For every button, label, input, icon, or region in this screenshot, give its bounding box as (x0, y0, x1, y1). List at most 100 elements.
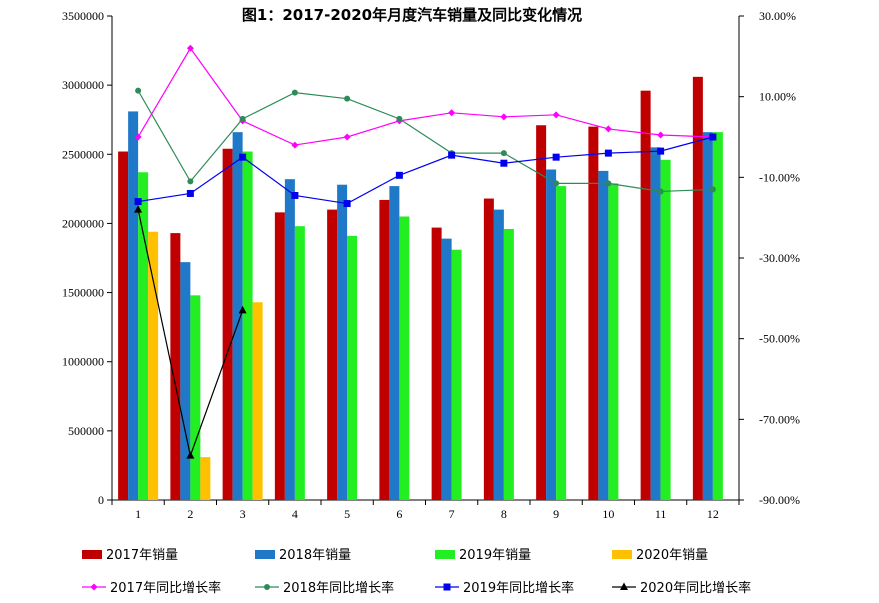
x-tick-label: 6 (396, 507, 402, 521)
line-point (134, 133, 142, 141)
bar (556, 186, 567, 500)
bar (180, 262, 191, 500)
line-point (186, 451, 195, 459)
line-point (500, 150, 507, 157)
legend-label: 2017年销量 (106, 548, 178, 563)
bar (222, 148, 233, 501)
y-right-tick-label: -50.00% (759, 332, 800, 346)
series-line (137, 90, 713, 193)
line-point (134, 198, 142, 206)
legend-swatch (435, 550, 455, 559)
line-point (709, 133, 717, 141)
series-line (137, 47, 713, 146)
y-left-tick-label: 2000000 (62, 216, 104, 230)
bar (337, 184, 348, 501)
line-point (343, 200, 351, 208)
bar (503, 228, 514, 500)
bar (327, 209, 338, 500)
bar (118, 151, 129, 500)
bar (588, 126, 599, 500)
line-point (239, 115, 246, 122)
legend-swatch (82, 550, 102, 559)
bar (399, 216, 410, 500)
bar (379, 199, 390, 501)
y-right-tick-label: 30.00% (759, 9, 796, 23)
line-point (134, 205, 143, 213)
x-tick-label: 3 (240, 507, 246, 521)
line-point (264, 584, 270, 590)
line-point (343, 133, 351, 141)
line-point (604, 125, 612, 133)
bar (294, 226, 305, 501)
legend-label: 2017年同比增长率 (110, 580, 221, 596)
line-point (448, 109, 456, 117)
y-left-tick-label: 500000 (68, 424, 104, 438)
legend-swatch (612, 550, 632, 559)
line-point (552, 111, 560, 119)
axes: 0 500000 1000000 1500000 2000000 2500000 30000… (62, 9, 800, 521)
line-point (90, 583, 98, 591)
bar (389, 186, 400, 500)
x-tick-label: 12 (707, 507, 719, 521)
line-point (552, 153, 560, 161)
bar (170, 233, 181, 500)
bar (252, 302, 263, 500)
line-point (291, 191, 299, 199)
bar (451, 249, 462, 500)
bar (608, 183, 619, 500)
line-point (396, 115, 403, 122)
y-left-tick-label: 1500000 (62, 286, 104, 300)
bars-layer (118, 76, 723, 501)
x-tick-label: 1 (135, 507, 141, 521)
bar (190, 295, 201, 500)
line-point (620, 582, 628, 590)
series-line (138, 136, 714, 205)
bar (232, 132, 243, 500)
legend-swatch (255, 550, 275, 559)
chart-title: 图1：2017-2020年月度汽车销量及同比变化情况 (242, 6, 582, 24)
x-tick-label: 4 (292, 507, 298, 521)
bar (128, 111, 139, 500)
line-point (605, 180, 612, 187)
bar (200, 457, 211, 500)
bar (483, 198, 494, 500)
line-point (553, 180, 560, 187)
line-point (187, 178, 194, 185)
legend: 2017年销量 2018年销量 2019年销量 2020年销量 2017年同比增长率 20… (82, 548, 751, 596)
legend-label: 2019年同比增长率 (463, 580, 574, 596)
y-left-tick-label: 3000000 (62, 78, 104, 92)
y-right-tick-label: -90.00% (759, 493, 800, 507)
legend-label: 2019年销量 (459, 548, 531, 563)
legend-label: 2020年同比增长率 (640, 580, 751, 596)
x-tick-label: 7 (449, 507, 455, 521)
line-point (709, 186, 716, 193)
line-point (186, 189, 194, 197)
legend-label: 2018年销量 (279, 548, 351, 563)
bar (546, 169, 557, 501)
y-left-tick-label: 3500000 (62, 9, 104, 23)
line-point (657, 188, 664, 195)
line-point (238, 305, 247, 314)
line-point (135, 87, 142, 94)
y-right-tick-label: -10.00% (759, 170, 800, 184)
y-right-tick-label: -30.00% (759, 251, 800, 265)
line-point (186, 44, 194, 52)
line-point (448, 151, 456, 159)
legend-label: 2020年销量 (636, 548, 708, 563)
line-point (657, 147, 665, 155)
bar (148, 231, 159, 500)
x-tick-label: 9 (553, 507, 559, 521)
x-tick-label: 2 (187, 507, 193, 521)
line-point (657, 131, 665, 139)
bar (692, 76, 703, 501)
legend-label: 2018年同比增长率 (283, 580, 394, 596)
bar (640, 90, 651, 500)
line-point (500, 159, 508, 167)
bar (284, 179, 295, 501)
bar (242, 151, 253, 500)
x-tick-label: 8 (501, 507, 507, 521)
x-tick-label: 11 (655, 507, 667, 521)
bar (138, 172, 149, 500)
y-right-tick-label: -70.00% (759, 412, 800, 426)
y-left-tick-label: 0 (98, 493, 104, 507)
